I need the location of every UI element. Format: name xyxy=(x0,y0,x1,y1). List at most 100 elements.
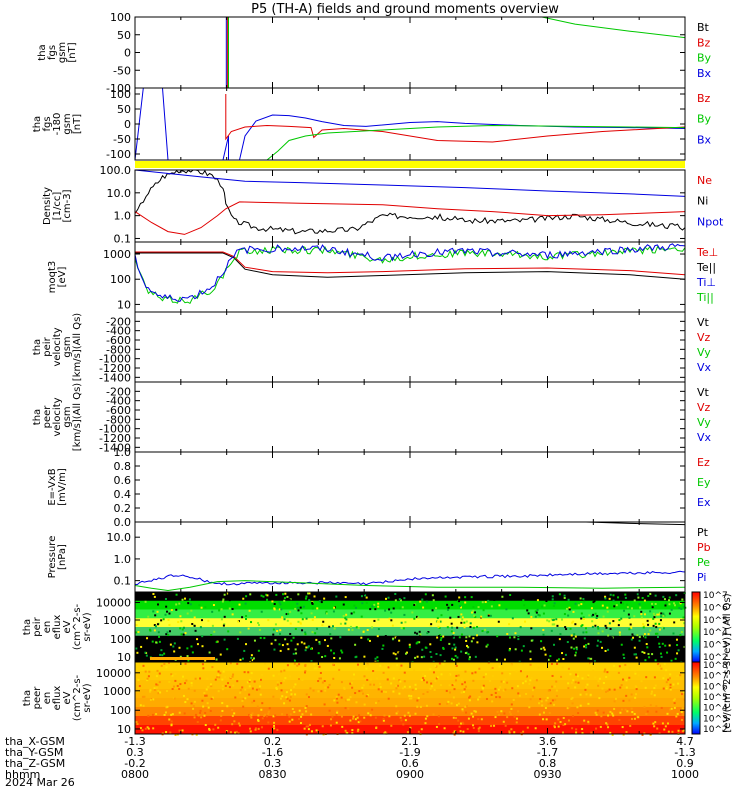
spectrogram-pixel xyxy=(452,716,455,719)
spectrogram-pixel xyxy=(391,624,394,627)
spectrogram-pixel xyxy=(465,639,468,642)
spectrogram-pixel xyxy=(261,717,264,720)
orbit-value: 2.1 xyxy=(401,735,419,748)
y-tick-label: -50 xyxy=(113,64,131,77)
spectrogram-pixel xyxy=(593,600,596,603)
spectrogram-pixel xyxy=(323,680,326,683)
spectrogram-pixel xyxy=(385,690,388,693)
spectrogram-pixel xyxy=(606,671,609,674)
spectrogram-pixel xyxy=(214,723,217,726)
spectrogram-pixel xyxy=(384,635,387,638)
spectrogram-pixel xyxy=(593,660,596,663)
spectrogram-pixel xyxy=(597,639,600,642)
spectrogram-pixel xyxy=(416,615,419,618)
spectrogram-pixel xyxy=(259,678,262,681)
spectrogram-pixel xyxy=(484,601,487,604)
spectrogram-pixel xyxy=(149,689,152,692)
spectrogram-pixel xyxy=(394,636,397,639)
spectrogram-pixel xyxy=(221,685,224,688)
spectrogram-pixel xyxy=(259,636,262,639)
spectrogram-pixel xyxy=(358,690,361,693)
spectrogram-pixel xyxy=(350,612,353,615)
spectrogram-pixel xyxy=(422,601,425,604)
spectrogram-pixel xyxy=(274,714,277,717)
spectrogram-pixel xyxy=(463,621,466,624)
spectrogram-pixel xyxy=(577,712,580,715)
spectrogram-pixel xyxy=(622,653,625,656)
spectrogram-pixel xyxy=(524,680,527,683)
spectrogram-pixel xyxy=(332,650,335,653)
spectrogram-pixel xyxy=(508,730,511,733)
spectrogram-pixel xyxy=(286,697,289,700)
spectrogram-pixel xyxy=(426,681,429,684)
spectrogram-pixel xyxy=(494,716,497,719)
legend-entry: Vx xyxy=(697,431,712,444)
y-tick-label: -600 xyxy=(106,404,131,417)
y-axis-label: (cm^2-s- xyxy=(72,603,83,650)
spectrogram-pixel xyxy=(576,675,579,678)
spectrogram-pixel xyxy=(530,615,533,618)
spectrogram-pixel xyxy=(668,596,671,599)
spectrogram-pixel xyxy=(328,683,331,686)
spectrogram-pixel xyxy=(152,592,155,595)
spectrogram-pixel xyxy=(626,606,629,609)
spectrogram-pixel xyxy=(335,721,338,724)
spectrogram-pixel xyxy=(158,640,161,643)
spectrogram-pixel xyxy=(596,644,599,647)
spectrogram-pixel xyxy=(208,651,211,654)
spectrogram-pixel xyxy=(487,662,490,665)
y-tick-label: 10000 xyxy=(96,667,131,680)
spectrogram-pixel xyxy=(460,621,463,624)
spectrogram-pixel xyxy=(631,643,634,646)
spectrogram-pixel xyxy=(457,615,460,618)
spectrogram-pixel xyxy=(147,727,150,730)
spectrogram-pixel xyxy=(669,708,672,711)
y-axis-label: gsm xyxy=(57,42,68,63)
y-tick-label: 100 xyxy=(110,88,131,101)
spectrogram-pixel xyxy=(638,603,641,606)
spectrogram-pixel xyxy=(159,653,162,656)
spectrogram-pixel xyxy=(334,644,337,647)
spectrogram-pixel xyxy=(515,717,518,720)
spectrogram-pixel xyxy=(312,689,315,692)
spectrogram-pixel xyxy=(342,603,345,606)
spectrogram-pixel xyxy=(450,630,453,633)
spectrogram-pixel xyxy=(639,606,642,609)
spectrogram-pixel xyxy=(670,608,673,611)
y-tick-label: -1000 xyxy=(99,353,131,366)
orbit-value: 0830 xyxy=(259,768,287,781)
spectrogram-pixel xyxy=(672,699,675,702)
spectrogram-pixel xyxy=(562,658,565,661)
spectrogram-pixel xyxy=(190,702,193,705)
spectrogram-pixel xyxy=(653,676,656,679)
spectrogram-pixel xyxy=(289,675,292,678)
spectrogram-pixel xyxy=(390,724,393,727)
spectrogram-pixel xyxy=(257,719,260,722)
spectrogram-pixel xyxy=(185,679,188,682)
spectrogram-pixel xyxy=(179,655,182,658)
spectrogram-pixel xyxy=(506,632,509,635)
y-tick-label: -50 xyxy=(113,133,131,146)
spectrogram-pixel xyxy=(623,656,626,659)
spectrogram-pixel xyxy=(658,645,661,648)
spectrogram-pixel xyxy=(247,627,250,630)
spectrogram-pixel xyxy=(253,659,256,662)
spectrogram-pixel xyxy=(189,603,192,606)
spectrogram-pixel xyxy=(374,662,377,665)
spectrogram-pixel xyxy=(158,681,161,684)
spectrogram-pixel xyxy=(406,665,409,668)
spectrogram-pixel xyxy=(250,672,253,675)
y-axis-label: -180 xyxy=(52,113,63,136)
y-tick-label: 50 xyxy=(117,103,131,116)
spectrogram-pixel xyxy=(656,632,659,635)
spectrogram-pixel xyxy=(241,686,244,689)
spectrogram-pixel xyxy=(665,681,668,684)
spectrogram-pixel xyxy=(416,705,419,708)
colorbar-tick-label: 10^6 xyxy=(703,682,728,692)
y-tick-label: -400 xyxy=(106,325,131,338)
spectrogram-pixel xyxy=(288,598,291,601)
spectrogram-pixel xyxy=(438,620,441,623)
y-tick-label: -400 xyxy=(106,395,131,408)
spectrogram-pixel xyxy=(398,652,401,655)
spectrogram-pixel xyxy=(465,620,468,623)
